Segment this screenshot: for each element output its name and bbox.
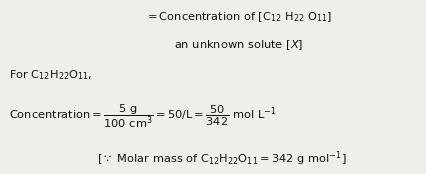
Text: $\mathrm{For\ C_{12}H_{22}O_{11},}$: $\mathrm{For\ C_{12}H_{22}O_{11},}$ [9,68,92,82]
Text: $= \mathrm{Concentration\ of\ [C_{12}\ H_{22}\ O_{11}]}$: $= \mathrm{Concentration\ of\ [C_{12}\ H… [145,10,332,24]
Text: $[\because\ \mathrm{Molar\ mass\ of\ C_{12}H_{22}O_{11} = 342\ g\ mol}^{-1}]$: $[\because\ \mathrm{Molar\ mass\ of\ C_{… [97,149,346,168]
Text: $\mathrm{Concentration} = \dfrac{\mathrm{5\ g}}{\mathrm{100\ cm}^3} = \mathrm{50: $\mathrm{Concentration} = \dfrac{\mathrm… [9,103,276,130]
Text: $\mathrm{an\ unknown\ solute\ [}\mathit{X}\mathrm{]}$: $\mathrm{an\ unknown\ solute\ [}\mathit{… [174,38,303,52]
